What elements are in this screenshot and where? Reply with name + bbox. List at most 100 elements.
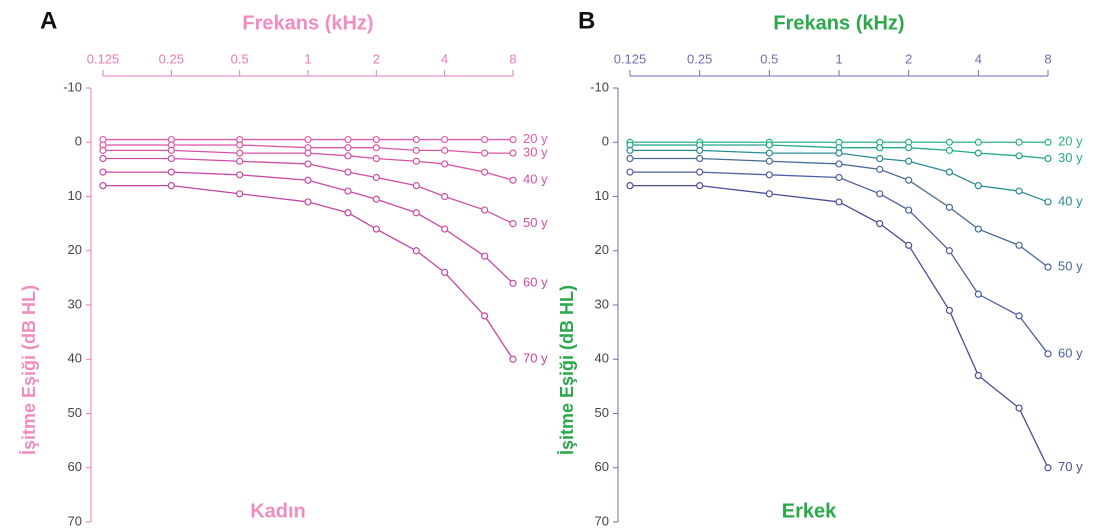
data-point — [100, 156, 106, 162]
data-point — [100, 169, 106, 175]
data-point — [345, 188, 351, 194]
data-point — [373, 137, 379, 143]
series-label: 30 y — [1058, 150, 1083, 165]
data-point — [168, 183, 174, 189]
data-point — [237, 142, 243, 148]
y-tick-label: 50 — [68, 405, 82, 420]
series-line — [103, 186, 513, 360]
data-point — [766, 142, 772, 148]
data-point — [237, 191, 243, 197]
x-tick-label: 0.25 — [687, 51, 712, 66]
y-tick-label: 0 — [75, 134, 82, 149]
data-point — [413, 210, 419, 216]
series-label: 60 y — [1058, 345, 1083, 360]
data-point — [100, 183, 106, 189]
data-point — [442, 269, 448, 275]
x-tick-label: 1 — [835, 51, 842, 66]
data-point — [975, 291, 981, 297]
data-point — [373, 226, 379, 232]
data-point — [345, 210, 351, 216]
data-point — [482, 137, 488, 143]
x-axis-title: Frekans (kHz) — [773, 12, 904, 34]
data-point — [482, 207, 488, 213]
data-point — [946, 169, 952, 175]
data-point — [1045, 351, 1051, 357]
data-point — [482, 150, 488, 156]
data-point — [627, 183, 633, 189]
data-point — [168, 169, 174, 175]
data-point — [345, 145, 351, 151]
data-point — [510, 280, 516, 286]
x-tick-label: 0.125 — [614, 51, 647, 66]
data-point — [877, 145, 883, 151]
data-point — [510, 150, 516, 156]
data-point — [442, 147, 448, 153]
series-label: 50 y — [1058, 258, 1083, 273]
data-point — [975, 150, 981, 156]
series-label: 30 y — [523, 145, 548, 160]
y-tick-label: -10 — [590, 79, 609, 94]
data-point — [697, 183, 703, 189]
data-point — [975, 183, 981, 189]
data-point — [975, 226, 981, 232]
data-point — [877, 191, 883, 197]
y-axis-title: İşitme Eşiği (dB HL) — [557, 285, 577, 455]
y-tick-label: 70 — [595, 513, 609, 528]
y-tick-label: 20 — [595, 242, 609, 257]
y-tick-label: 10 — [595, 188, 609, 203]
data-point — [1016, 313, 1022, 319]
data-point — [482, 313, 488, 319]
data-point — [766, 158, 772, 164]
y-tick-label: 60 — [595, 459, 609, 474]
series-label: 70 y — [523, 351, 548, 366]
data-point — [877, 156, 883, 162]
x-axis-title: Frekans (kHz) — [242, 12, 373, 34]
x-tick-label: 0.5 — [760, 51, 778, 66]
figure: A Frekans (kHz) 0.125 0.25 0.5 1 2 4 8 -10 0 10 20 30… — [0, 0, 1102, 530]
data-point — [413, 183, 419, 189]
footer-label: Erkek — [782, 500, 837, 522]
x-tick-label: 4 — [975, 51, 982, 66]
data-point — [766, 150, 772, 156]
data-point — [373, 175, 379, 181]
data-point — [1045, 199, 1051, 205]
y-tick-label: 40 — [595, 351, 609, 366]
data-point — [442, 226, 448, 232]
data-point — [1045, 156, 1051, 162]
data-point — [877, 221, 883, 227]
data-point — [373, 196, 379, 202]
y-tick-label: 30 — [68, 296, 82, 311]
data-point — [906, 242, 912, 248]
data-point — [1045, 264, 1051, 270]
data-point — [237, 158, 243, 164]
series-line — [103, 159, 513, 224]
panel-letter: A — [40, 7, 57, 34]
data-point — [946, 139, 952, 145]
data-point — [627, 169, 633, 175]
data-point — [345, 169, 351, 175]
data-point — [373, 145, 379, 151]
y-tick-label: 30 — [595, 296, 609, 311]
footer-label: Kadın — [250, 500, 306, 522]
data-point — [413, 147, 419, 153]
x-tick-label: 8 — [509, 51, 516, 66]
series-line — [103, 172, 513, 283]
data-point — [975, 373, 981, 379]
x-tick-label: 0.25 — [159, 51, 184, 66]
data-point — [413, 248, 419, 254]
data-point — [413, 137, 419, 143]
data-point — [345, 153, 351, 159]
data-point — [442, 194, 448, 200]
data-point — [697, 169, 703, 175]
x-tick-label: 0.5 — [231, 51, 249, 66]
data-point — [1016, 153, 1022, 159]
y-tick-label: 20 — [68, 242, 82, 257]
data-point — [305, 150, 311, 156]
data-point — [1016, 242, 1022, 248]
series-label: 40 y — [523, 172, 548, 187]
y-tick-label: 60 — [68, 459, 82, 474]
x-tick-label: 2 — [905, 51, 912, 66]
data-point — [442, 137, 448, 143]
data-point — [906, 145, 912, 151]
data-point — [305, 137, 311, 143]
